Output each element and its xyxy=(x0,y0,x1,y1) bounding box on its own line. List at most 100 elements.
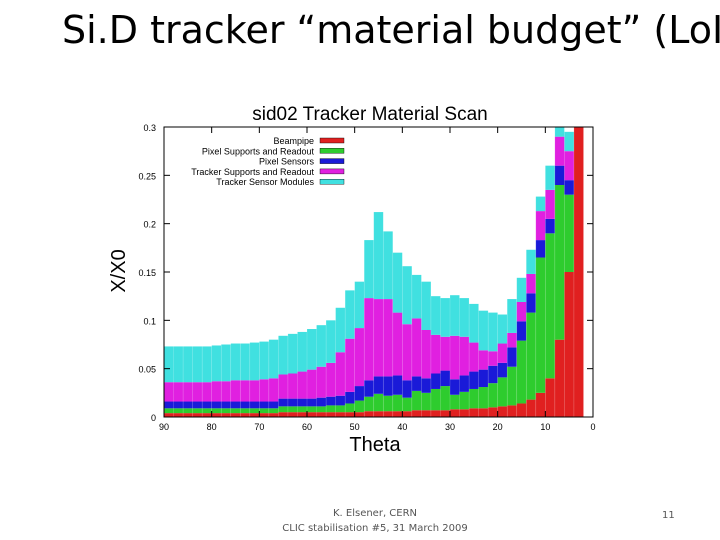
chart-title: sid02 Tracker Material Scan xyxy=(252,104,488,125)
bar-segment xyxy=(192,382,203,402)
bar-segment xyxy=(164,413,174,417)
bars-layer xyxy=(163,127,584,417)
bar-segment xyxy=(526,312,536,400)
bar-segment xyxy=(297,331,307,372)
bar-segment xyxy=(297,412,307,417)
bar-segment xyxy=(507,332,517,348)
y-tick-label: 0.3 xyxy=(143,123,156,133)
bar-segment xyxy=(392,411,403,417)
bar-segment xyxy=(497,314,508,344)
bar-segment xyxy=(392,312,403,376)
bar-segment xyxy=(564,180,574,195)
legend-label: Tracker Supports and Readout xyxy=(191,167,314,177)
bar-segment xyxy=(364,298,374,381)
bar-segment xyxy=(326,320,336,363)
bar-segment xyxy=(440,370,450,387)
bar-segment xyxy=(202,413,212,417)
bar-segment xyxy=(335,352,346,396)
bar-segment xyxy=(554,185,565,340)
x-axis-label: Theta xyxy=(349,434,401,456)
bar-segment xyxy=(345,412,355,417)
bar-segment xyxy=(335,395,346,406)
bar-segment xyxy=(278,406,288,413)
bar-segment xyxy=(173,346,184,383)
bar-segment xyxy=(202,401,212,409)
bar-segment xyxy=(316,325,327,367)
bar-segment xyxy=(459,375,470,392)
bar-segment xyxy=(268,339,279,379)
legend-label: Pixel Supports and Readout xyxy=(202,146,315,156)
x-tick-label: 40 xyxy=(397,422,407,432)
bar-segment xyxy=(268,378,279,402)
bar-segment xyxy=(183,401,193,409)
bar-segment xyxy=(249,401,260,409)
bar-segment xyxy=(526,293,536,313)
bar-segment xyxy=(421,281,431,330)
bar-segment xyxy=(545,165,555,190)
bar-segment xyxy=(345,338,355,392)
bar-segment xyxy=(164,401,174,409)
bar-segment xyxy=(364,380,374,397)
bar-segment xyxy=(383,299,393,377)
legend-label: Pixel Sensors xyxy=(259,157,315,167)
bar-segment xyxy=(173,401,184,409)
bar-segment xyxy=(450,394,460,410)
x-tick-label: 90 xyxy=(159,422,169,432)
bar-segment xyxy=(516,340,527,404)
bar-segment xyxy=(440,386,450,411)
legend-label: Tracker Sensor Modules xyxy=(216,177,314,187)
bar-segment xyxy=(554,339,565,417)
bar-segment xyxy=(230,401,241,409)
bar-segment xyxy=(345,290,355,339)
bar-segment xyxy=(478,387,489,409)
bar-segment xyxy=(411,274,422,319)
bar-segment xyxy=(211,381,222,402)
x-tick-label: 80 xyxy=(207,422,217,432)
bar-segment xyxy=(192,408,203,414)
bar-segment xyxy=(573,127,584,417)
x-tick-label: 10 xyxy=(540,422,550,432)
bar-segment xyxy=(183,413,193,417)
bar-segment xyxy=(335,405,346,413)
bar-segment xyxy=(383,411,393,417)
bar-segment xyxy=(221,413,231,417)
page-number: 11 xyxy=(662,510,675,521)
bar-segment xyxy=(249,380,260,402)
bar-segment xyxy=(164,408,174,414)
bar-segment xyxy=(316,406,327,413)
footer-author: K. Elsener, CERN xyxy=(332,508,418,519)
y-tick-label: 0.25 xyxy=(138,171,156,181)
bar-segment xyxy=(307,329,317,370)
bar-segment xyxy=(383,231,393,300)
bar-segment xyxy=(402,266,412,325)
bar-segment xyxy=(221,381,231,402)
bar-segment xyxy=(545,218,555,234)
bar-segment xyxy=(497,343,508,363)
bar-segment xyxy=(183,346,193,383)
x-tick-label: 20 xyxy=(493,422,503,432)
bar-segment xyxy=(354,281,365,329)
bar-segment xyxy=(459,391,470,410)
x-tick-label: 0 xyxy=(590,422,595,432)
bar-segment xyxy=(488,312,498,352)
bar-segment xyxy=(307,369,317,399)
bar-segment xyxy=(287,373,298,399)
bar-segment xyxy=(364,411,374,417)
bar-segment xyxy=(516,403,527,417)
bar-segment xyxy=(411,318,422,377)
bar-segment xyxy=(297,398,307,407)
bar-segment xyxy=(450,409,460,417)
bar-segment xyxy=(478,350,489,370)
legend-swatch xyxy=(319,178,345,185)
x-tick-label: 50 xyxy=(350,422,360,432)
bar-segment xyxy=(326,405,336,413)
bar-segment xyxy=(354,328,365,387)
bar-segment xyxy=(383,395,393,412)
bar-segment xyxy=(183,382,193,402)
footer: K. Elsener, CERN CLIC stabilisation #5, … xyxy=(250,506,500,536)
bar-segment xyxy=(497,377,508,407)
bar-segment xyxy=(421,392,431,411)
bar-segment xyxy=(440,410,450,417)
legend-swatch xyxy=(319,137,345,144)
